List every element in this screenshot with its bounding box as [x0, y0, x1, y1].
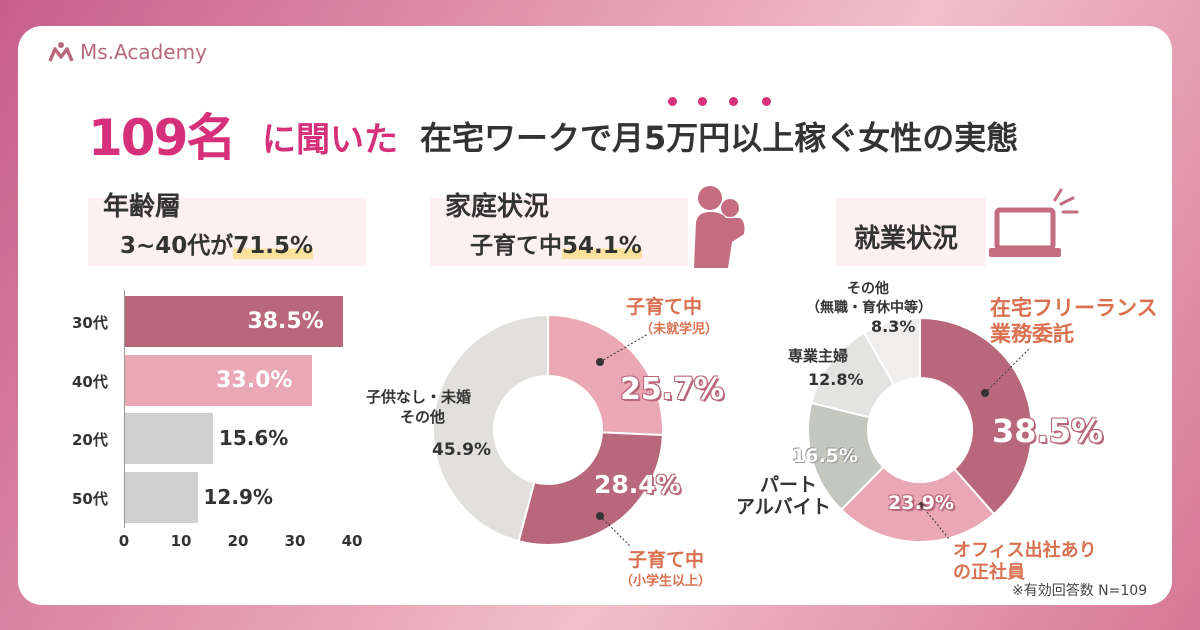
logo-icon — [48, 42, 74, 62]
leader-dot — [981, 389, 989, 397]
work-value-parttime: 16.5% — [792, 445, 858, 467]
x-tick-label: 30 — [284, 532, 306, 550]
family-summary-text: 子育て中 — [470, 233, 562, 259]
work-label-parttime: パート — [760, 474, 818, 496]
bar — [124, 296, 344, 347]
bar — [124, 413, 213, 464]
emphasis-dot — [698, 97, 707, 106]
age-summary-text: 3~40代が — [120, 233, 234, 259]
work-value-freelance: 38.5% — [992, 412, 1104, 450]
donut-slice — [919, 316, 1033, 516]
work-note-office: の正社員 — [953, 562, 1025, 583]
bar — [124, 471, 198, 523]
work-note-parttime: アルバイト — [736, 496, 831, 518]
family-label-school: 子育て中 — [628, 549, 705, 571]
work-value-housewife: 12.8% — [808, 370, 864, 389]
bar-value-label: 33.0% — [216, 367, 293, 393]
donut-slice — [862, 316, 921, 387]
leader-dot — [596, 358, 604, 366]
emphasis-dot — [729, 97, 738, 106]
bar-category: 50代 — [72, 489, 108, 508]
work-value-office: 23.9% — [888, 492, 954, 514]
age-summary: 3~40代が71.5% — [120, 226, 314, 260]
family-label-preschool: 子育て中 — [626, 296, 703, 318]
bar-value-label: 38.5% — [247, 309, 324, 334]
family-summary: 子育て中54.1% — [470, 226, 642, 260]
page-title: 在宅ワークで月5万円以上稼ぐ女性の実態 — [420, 119, 1019, 157]
age-summary-highlight: 71.5% — [233, 233, 314, 259]
work-value-other: 8.3% — [871, 317, 916, 336]
family-value-school: 28.4% — [594, 470, 681, 499]
work-label-office: オフィス出社あり — [953, 540, 1097, 561]
emphasis-dot — [762, 97, 771, 106]
work-heading: 就業状況 — [854, 224, 959, 254]
leader-line — [921, 505, 951, 541]
work-summary-box — [836, 198, 986, 266]
x-tick-label: 40 — [341, 532, 363, 550]
leader-dot — [918, 502, 926, 510]
bar-category: 20代 — [72, 431, 108, 449]
bar-category: 40代 — [72, 372, 108, 391]
family-summary-box — [430, 198, 688, 266]
emphasis-dot — [668, 97, 677, 106]
family-note-preschool: （未就学児） — [640, 322, 719, 337]
laptop-icon — [989, 188, 1079, 257]
work-label-housewife: 専業主婦 — [788, 347, 849, 365]
bar-value-label: 12.9% — [203, 484, 273, 509]
leader-line — [984, 347, 1031, 394]
donut-slice — [839, 465, 996, 543]
mother-child-icon — [694, 186, 745, 268]
title-count: 109名 — [88, 109, 236, 167]
title-mid: に聞いた — [262, 120, 398, 160]
x-tick-label: 0 — [118, 532, 130, 550]
work-note-freelance: 業務委託 — [990, 322, 1074, 346]
leader-line — [599, 333, 649, 363]
family-value-preschool: 25.7% — [620, 372, 725, 407]
donut-slice — [432, 313, 549, 543]
donut-slice — [547, 313, 664, 437]
leader-dot — [596, 512, 604, 520]
x-tick-label: 10 — [170, 532, 192, 550]
leader-line — [599, 515, 631, 547]
family-note-none: その他 — [400, 408, 446, 426]
brand-name: Ms.Academy — [80, 40, 207, 64]
bar-value-label: 15.6% — [218, 426, 289, 450]
x-tick-label: 20 — [227, 532, 249, 550]
age-summary-box — [88, 198, 366, 266]
family-value-none: 45.9% — [432, 440, 491, 460]
family-label-none: 子供なし・未婚 — [366, 388, 472, 406]
y-axis-line — [124, 290, 125, 528]
donut-slice — [807, 401, 885, 512]
bar — [124, 354, 313, 406]
family-summary-highlight: 54.1% — [562, 233, 642, 259]
work-label-other: その他 — [847, 281, 889, 297]
age-heading: 年齢層 — [103, 192, 182, 222]
family-note-school: （小学生以上） — [620, 574, 712, 589]
brand-logo: Ms.Academy — [48, 40, 207, 64]
work-label-freelance: 在宅フリーランス — [990, 296, 1158, 320]
bar-category: 30代 — [72, 314, 108, 332]
footnote: ※有効回答数 N=109 — [1012, 583, 1148, 599]
work-note-other: （無職・育休中等） — [806, 300, 932, 316]
donut-slice — [517, 431, 664, 546]
family-heading: 家庭状況 — [445, 192, 550, 222]
